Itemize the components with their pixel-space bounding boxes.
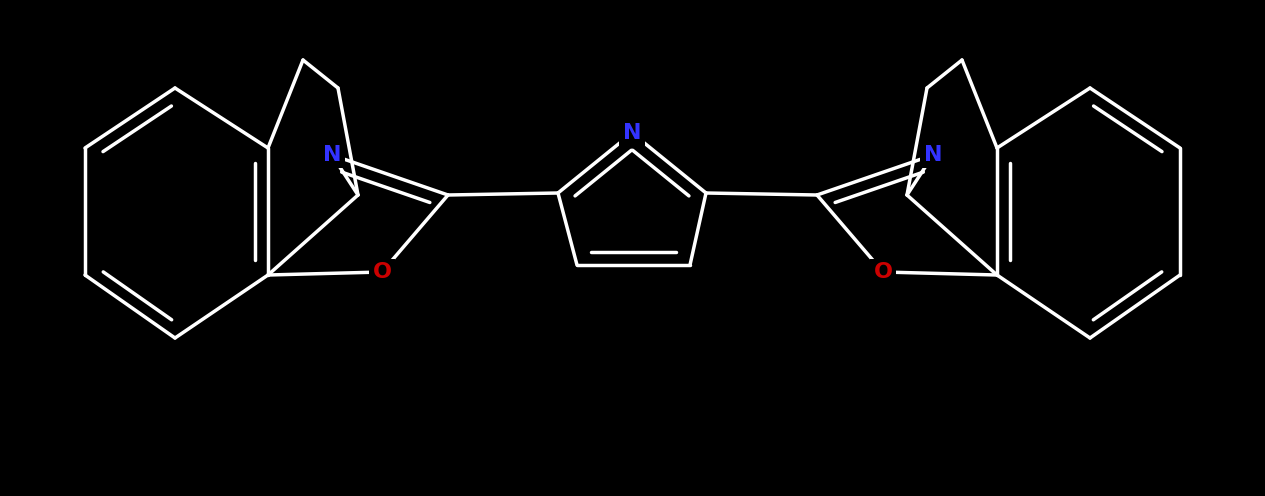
Text: O: O	[372, 262, 391, 282]
Text: N: N	[622, 123, 641, 143]
Text: N: N	[923, 145, 942, 165]
Text: O: O	[874, 262, 893, 282]
Text: N: N	[323, 145, 342, 165]
